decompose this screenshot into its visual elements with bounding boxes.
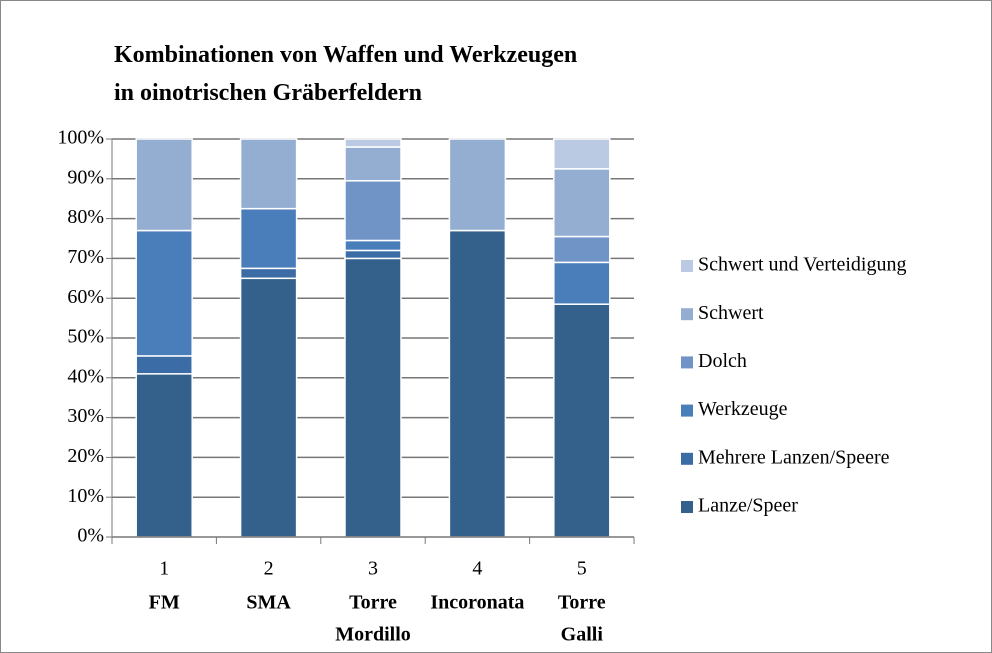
legend-label: Schwert [698,302,764,324]
chart-title: Kombinationen von Waffen und Werkzeugen [114,42,577,68]
bar-segment [135,229,193,357]
bar-segment [135,355,193,375]
bar-segment [553,261,611,305]
y-tick-label: 60% [67,286,104,308]
bar-segment [553,235,611,264]
y-tick-label: 30% [67,405,104,427]
legend-label: Schwert und Verteidigung [698,254,907,276]
x-tick-label: 3 [368,558,378,580]
x-tick-label: 2 [264,558,274,580]
legend-label: Dolch [698,350,747,372]
category-name: Torre [558,592,606,614]
bar-segment [239,277,298,538]
chart-title: in oinotrischen Gräberfeldern [114,80,422,106]
category-name: Torre [349,592,397,614]
bar-segment [344,146,402,182]
bar-segment [344,138,402,148]
bar-segment [135,138,193,232]
y-tick-label: 70% [67,246,104,268]
bar-segment [344,239,402,252]
y-tick-label: 40% [67,365,104,387]
category-name: Mordillo [335,624,411,646]
bar-segment [553,168,611,238]
y-tick-label: 100% [57,127,104,149]
bar-segment [448,138,507,232]
category-name: SMA [246,592,291,614]
category-name: Galli [561,624,604,646]
legend-swatch [681,404,693,417]
legend-swatch [681,356,693,369]
bar-segment [344,249,402,260]
legend-label: Lanze/Speer [698,495,798,517]
bar-segment [448,229,507,538]
bar-segment [135,373,193,538]
bar-segment [239,207,298,270]
legend-swatch [681,260,693,272]
x-tick-label: 4 [472,558,482,580]
bar-segment [239,138,298,210]
bar-segment [344,257,402,538]
legend-swatch [681,452,693,465]
bar-segment [553,138,611,170]
legend-label: Werkzeuge [698,398,788,420]
y-tick-label: 0% [77,525,104,547]
bar-segment [553,303,611,538]
bar-segment [239,267,298,280]
y-tick-label: 10% [67,485,104,507]
legend-label: Mehrere Lanzen/Speere [698,446,890,468]
bar-segment [344,180,402,242]
y-tick-label: 90% [67,166,104,188]
legend-swatch [681,501,693,513]
legend-swatch [681,308,693,321]
category-name: Incoronata [430,592,524,614]
x-tick-label: 5 [577,558,587,580]
y-tick-label: 80% [67,206,104,228]
x-tick-label: 1 [159,558,169,580]
category-name: FM [149,592,180,614]
y-tick-label: 50% [67,326,104,348]
y-tick-label: 20% [67,445,104,467]
